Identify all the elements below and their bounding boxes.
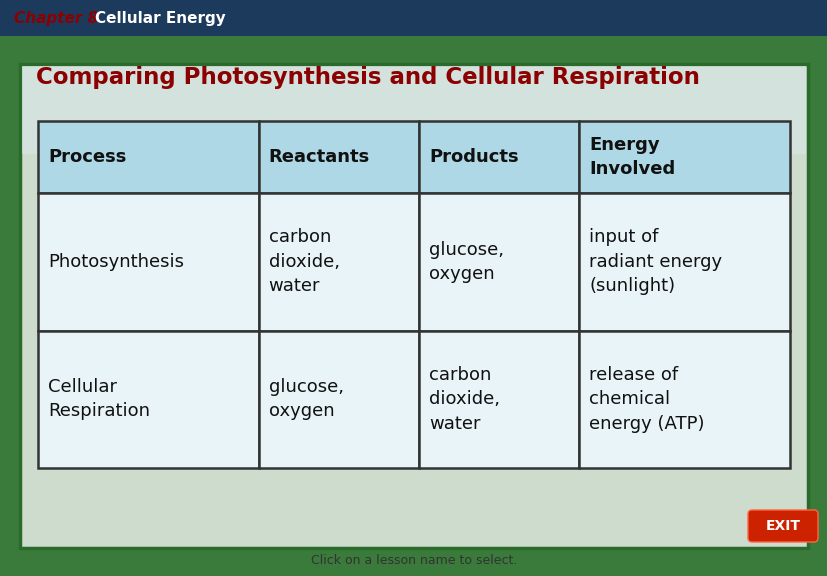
Bar bbox=[0, 0, 827, 36]
Text: Reactants: Reactants bbox=[268, 148, 370, 166]
Bar bbox=[418, 193, 579, 331]
Bar bbox=[258, 331, 418, 468]
Text: input of
radiant energy
(sunlight): input of radiant energy (sunlight) bbox=[589, 229, 722, 295]
Text: Cellular Energy: Cellular Energy bbox=[95, 10, 226, 25]
Text: glucose,
oxygen: glucose, oxygen bbox=[428, 241, 504, 283]
Bar bbox=[579, 121, 789, 193]
Bar bbox=[38, 331, 258, 468]
Bar bbox=[579, 331, 789, 468]
Bar bbox=[579, 193, 789, 331]
Bar bbox=[38, 193, 258, 331]
Text: Photosynthesis: Photosynthesis bbox=[48, 253, 184, 271]
Text: Process: Process bbox=[48, 148, 127, 166]
Text: Comparing Photosynthesis and Cellular Respiration: Comparing Photosynthesis and Cellular Re… bbox=[36, 66, 699, 89]
Text: glucose,
oxygen: glucose, oxygen bbox=[268, 378, 343, 420]
Text: carbon
dioxide,
water: carbon dioxide, water bbox=[268, 229, 339, 295]
Bar bbox=[38, 121, 258, 193]
Bar bbox=[20, 64, 807, 548]
Bar bbox=[418, 121, 579, 193]
FancyBboxPatch shape bbox=[747, 510, 817, 542]
Bar bbox=[22, 66, 805, 154]
Text: Cellular
Respiration: Cellular Respiration bbox=[48, 378, 150, 420]
Text: Chapter 8: Chapter 8 bbox=[14, 10, 98, 25]
Bar bbox=[258, 193, 418, 331]
Text: Click on a lesson name to select.: Click on a lesson name to select. bbox=[310, 554, 517, 567]
Bar bbox=[258, 121, 418, 193]
Text: Products: Products bbox=[428, 148, 518, 166]
Text: Energy
Involved: Energy Involved bbox=[589, 136, 675, 178]
Text: EXIT: EXIT bbox=[765, 519, 800, 533]
Text: release of
chemical
energy (ATP): release of chemical energy (ATP) bbox=[589, 366, 704, 433]
Text: carbon
dioxide,
water: carbon dioxide, water bbox=[428, 366, 500, 433]
Bar bbox=[418, 331, 579, 468]
